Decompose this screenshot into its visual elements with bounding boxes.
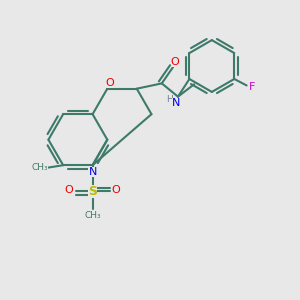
Text: N: N	[88, 167, 97, 177]
Text: S: S	[88, 184, 97, 198]
Text: O: O	[65, 184, 74, 195]
Text: O: O	[112, 184, 121, 195]
Text: N: N	[172, 98, 181, 107]
Text: CH₃: CH₃	[84, 211, 101, 220]
Text: O: O	[105, 78, 114, 88]
Text: F: F	[249, 82, 256, 92]
Text: CH₃: CH₃	[32, 163, 49, 172]
Text: H: H	[167, 94, 173, 103]
Text: O: O	[171, 57, 179, 67]
